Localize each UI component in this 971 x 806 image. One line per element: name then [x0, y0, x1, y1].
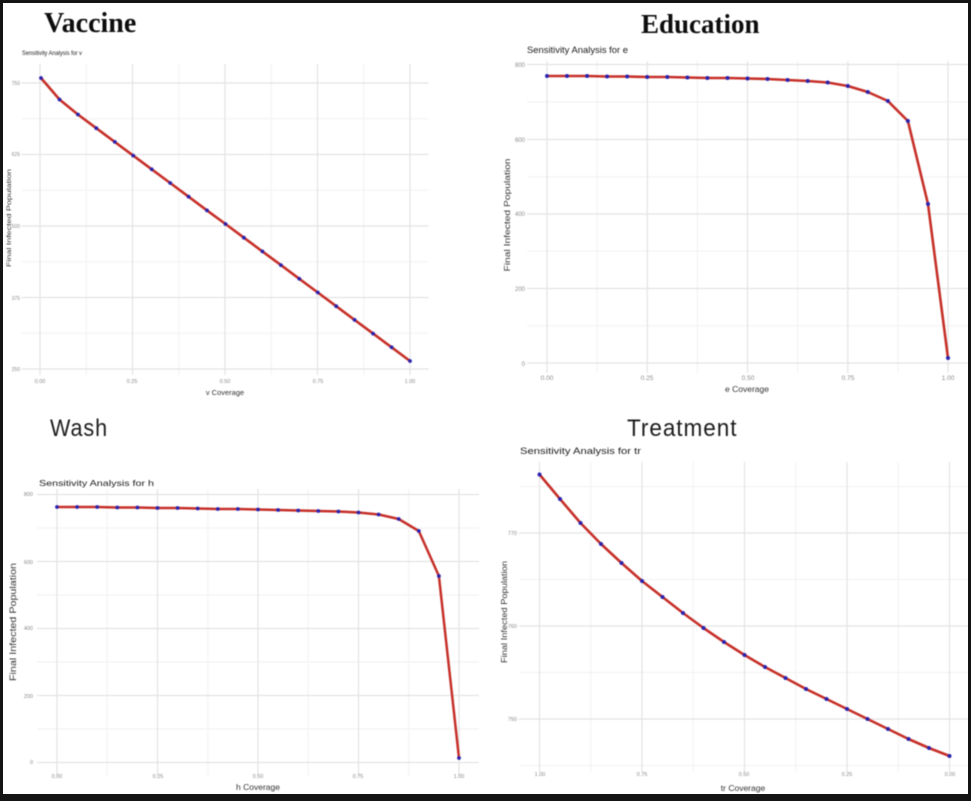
svg-text:500: 500 — [12, 224, 21, 230]
svg-text:750: 750 — [508, 717, 517, 723]
svg-text:200: 200 — [24, 694, 33, 700]
svg-text:625: 625 — [12, 152, 21, 158]
svg-text:0.75: 0.75 — [313, 379, 324, 385]
svg-text:375: 375 — [12, 296, 21, 302]
svg-text:760: 760 — [508, 624, 517, 630]
svg-text:Sensitivity Analysis for tr: Sensitivity Analysis for tr — [520, 446, 641, 456]
svg-text:0.75: 0.75 — [637, 772, 648, 778]
svg-text:Sensitivity Analysis for h: Sensitivity Analysis for h — [39, 478, 154, 488]
svg-text:0.00: 0.00 — [52, 774, 63, 780]
svg-text:Final Infected Population: Final Infected Population — [6, 168, 13, 267]
svg-text:v Coverage: v Coverage — [206, 388, 244, 397]
svg-text:770: 770 — [508, 531, 517, 537]
svg-text:0.50: 0.50 — [739, 772, 750, 778]
svg-text:0.00: 0.00 — [35, 379, 46, 385]
svg-text:200: 200 — [515, 287, 526, 293]
svg-text:250: 250 — [12, 367, 21, 373]
svg-text:0.00: 0.00 — [541, 375, 554, 382]
svg-text:1.00: 1.00 — [454, 774, 465, 780]
svg-text:Sensitivity Analysis for v: Sensitivity Analysis for v — [22, 50, 83, 57]
svg-text:0.25: 0.25 — [127, 379, 138, 385]
svg-text:Final Infected Population: Final Infected Population — [502, 158, 512, 271]
svg-text:400: 400 — [515, 212, 526, 218]
svg-text:1.00: 1.00 — [405, 379, 416, 385]
svg-text:0.75: 0.75 — [842, 375, 855, 382]
svg-text:600: 600 — [24, 560, 33, 566]
svg-text:0.50: 0.50 — [220, 379, 231, 385]
svg-text:0.50: 0.50 — [253, 774, 264, 780]
svg-text:1.00: 1.00 — [942, 375, 955, 382]
svg-text:0.50: 0.50 — [742, 375, 755, 382]
svg-text:e Coverage: e Coverage — [725, 384, 769, 394]
svg-text:1.00: 1.00 — [535, 772, 546, 778]
svg-text:400: 400 — [24, 626, 33, 632]
svg-text:800: 800 — [515, 63, 526, 69]
svg-text:0.75: 0.75 — [353, 774, 364, 780]
svg-text:800: 800 — [24, 492, 33, 498]
svg-text:0: 0 — [30, 760, 33, 766]
svg-text:0.25: 0.25 — [842, 772, 853, 778]
svg-text:h Coverage: h Coverage — [236, 782, 280, 792]
svg-text:0.25: 0.25 — [641, 375, 654, 382]
svg-text:750: 750 — [12, 81, 21, 87]
svg-text:0: 0 — [522, 362, 526, 368]
svg-text:tr Coverage: tr Coverage — [721, 783, 766, 793]
svg-text:0.25: 0.25 — [153, 774, 164, 780]
svg-text:600: 600 — [515, 138, 526, 144]
svg-text:Final Infected Population: Final Infected Population — [8, 563, 18, 681]
svg-text:0.00: 0.00 — [945, 772, 956, 778]
svg-text:Sensitivity Analysis for e: Sensitivity Analysis for e — [527, 45, 628, 55]
svg-text:Final Infected Population: Final Infected Population — [500, 561, 509, 663]
